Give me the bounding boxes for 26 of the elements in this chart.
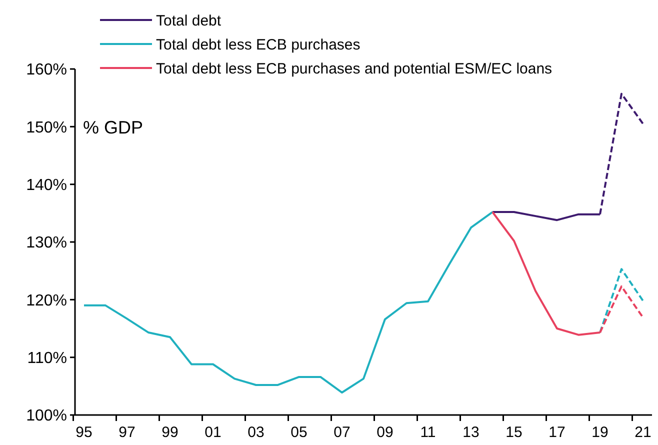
- legend-label: Total debt less ECB purchases: [156, 36, 360, 54]
- y-axis-title: % GDP: [83, 118, 144, 138]
- line-series: [83, 211, 494, 394]
- y-tick-label: 130%: [26, 234, 67, 252]
- x-tick-label: 95: [76, 424, 92, 441]
- y-tick-label: 110%: [27, 350, 67, 367]
- x-tick-label: 05: [290, 424, 308, 441]
- x-tick-label: 97: [118, 424, 136, 441]
- x-tick-label: 09: [376, 424, 394, 441]
- x-tick-label: 01: [204, 424, 222, 441]
- x-tick-label: 11: [420, 424, 436, 441]
- y-tick-label: 120%: [26, 292, 67, 310]
- x-tick-label: 19: [592, 424, 608, 441]
- x-tick-label: 21: [634, 424, 652, 441]
- x-tick-label: 07: [334, 424, 350, 441]
- y-tick-label: 100%: [26, 408, 67, 425]
- x-tick-label: 15: [506, 424, 522, 441]
- y-tick-label: 140%: [26, 176, 67, 194]
- x-tick-label: 99: [162, 424, 178, 441]
- legend-label: Total debt less ECB purchases and potential ESM/EC loans: [156, 60, 552, 78]
- x-tick-label: 03: [248, 424, 264, 441]
- x-tick-label: 17: [548, 424, 566, 441]
- legend-label: Total debt: [156, 12, 222, 30]
- x-tick-label: 13: [462, 424, 480, 441]
- y-tick-label: 160%: [26, 62, 67, 79]
- y-tick-label: 150%: [26, 119, 67, 136]
